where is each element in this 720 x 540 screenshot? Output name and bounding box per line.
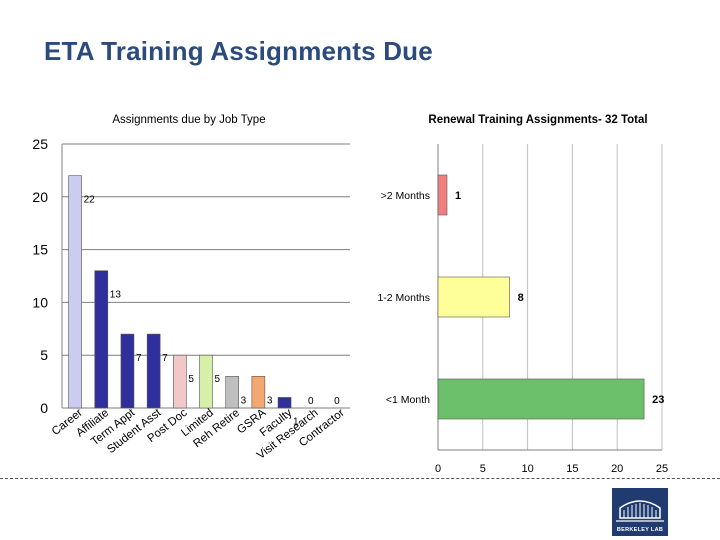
- left-data-label: 13: [110, 290, 122, 301]
- lab-building-icon: [616, 500, 664, 522]
- right-chart-title: Renewal Training Assignments- 32 Total: [428, 114, 647, 126]
- left-data-label: 3: [267, 395, 273, 406]
- left-y-tick-label: 15: [32, 242, 48, 258]
- right-data-label: 8: [518, 292, 524, 304]
- left-data-label: 3: [241, 395, 247, 406]
- right-x-tick-label: 15: [566, 463, 578, 475]
- left-bar: [146, 333, 161, 409]
- left-y-tick-label: 5: [40, 347, 48, 363]
- left-bar: [173, 354, 187, 409]
- charts-svg: Assignments due by Job Type051015202522C…: [32, 114, 668, 475]
- left-bar: [94, 270, 109, 409]
- right-bar: [437, 276, 510, 318]
- left-data-label: 5: [215, 374, 221, 385]
- left-y-tick-label: 20: [32, 189, 48, 205]
- left-y-tick-label: 25: [32, 136, 48, 152]
- left-bar: [225, 376, 239, 409]
- left-bar: [68, 175, 82, 409]
- divider-line: [0, 478, 720, 479]
- berkeley-lab-logo: BERKELEY LAB: [612, 488, 668, 536]
- chart-panel: Assignments due by Job Type 0 5 10 15 20 25 22 C…: [0, 100, 720, 480]
- left-data-label: 0: [308, 396, 314, 407]
- logo-caption: BERKELEY LAB: [616, 527, 664, 533]
- left-data-label: 7: [162, 353, 168, 364]
- left-bar: [120, 333, 135, 409]
- slide-title: ETA Training Assignments Due: [44, 36, 433, 66]
- left-data-label: 5: [188, 374, 194, 385]
- right-data-label: 1: [455, 190, 461, 202]
- left-bar: [277, 397, 292, 409]
- right-x-tick-label: 0: [435, 463, 441, 475]
- right-bar: [437, 174, 448, 216]
- left-data-label: 1: [293, 416, 299, 427]
- right-x-tick-label: 20: [611, 463, 623, 475]
- left-y-tick-label: 10: [32, 294, 48, 310]
- right-x-tick-label: 10: [521, 463, 533, 475]
- right-x-tick-label: 5: [480, 463, 486, 475]
- right-category-label: >2 Months: [381, 190, 430, 202]
- left-y-tick-label: 0: [40, 400, 48, 416]
- right-data-label: 23: [652, 394, 664, 406]
- left-bar: [251, 376, 266, 409]
- left-data-label: 7: [136, 353, 142, 364]
- left-data-label: 0: [334, 396, 340, 407]
- left-bar: [199, 354, 213, 409]
- left-data-label: 22: [84, 195, 96, 206]
- right-category-label: 1-2 Months: [377, 292, 430, 304]
- right-bar: [437, 378, 645, 420]
- left-chart-title: Assignments due by Job Type: [112, 114, 265, 126]
- right-category-label: <1 Month: [386, 394, 430, 406]
- right-x-tick-label: 25: [656, 463, 668, 475]
